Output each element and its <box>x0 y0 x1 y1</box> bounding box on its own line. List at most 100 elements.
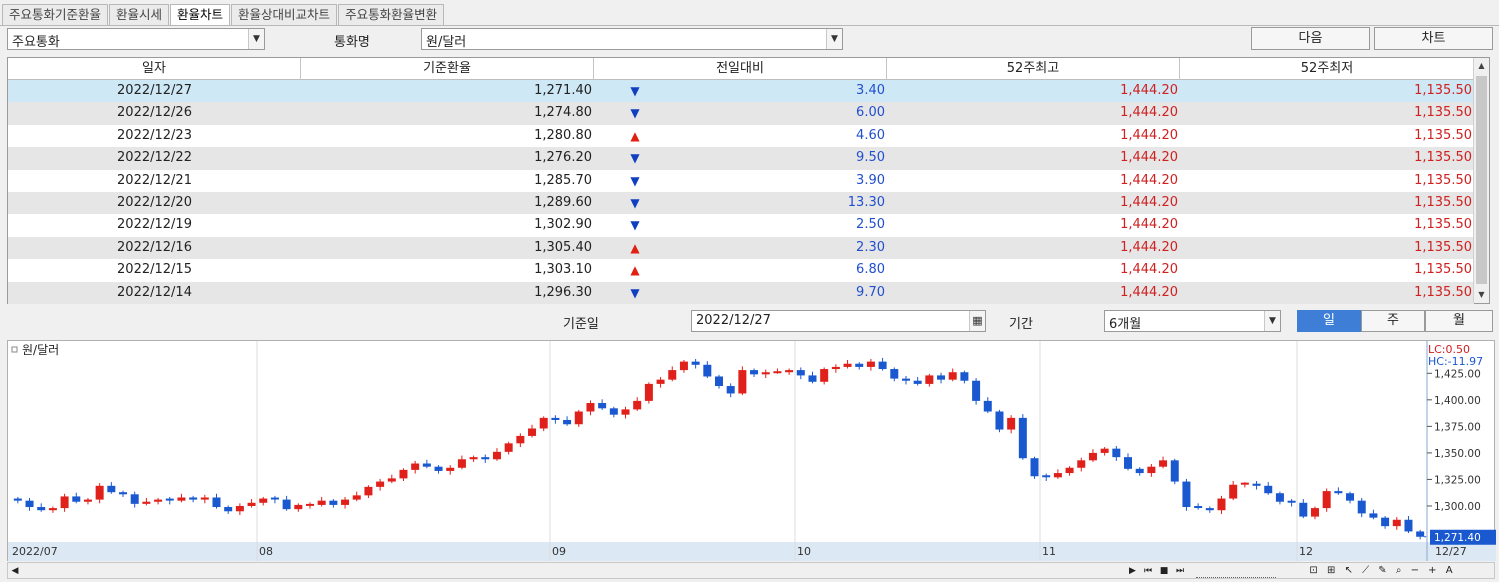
table-row[interactable]: 2022/12/27 1,271.40 3.40 ▼ 1,444.20 1,135.50 <box>8 80 1474 103</box>
chart-horizontal-scrollbar[interactable]: ◀ ▶ ⏮ ■ ⏭ ⊡ ⊞ ↖ ⟋ ✎ ⌕ − + A <box>7 562 1495 579</box>
candle-body[interactable] <box>83 499 92 502</box>
candle-body[interactable] <box>528 428 537 436</box>
candle-body[interactable] <box>761 372 770 375</box>
header-52w-high[interactable]: 52주최고 <box>887 58 1180 80</box>
candle-body[interactable] <box>656 379 665 384</box>
candle-body[interactable] <box>305 503 314 506</box>
period-daily-button[interactable]: 일 <box>1297 310 1361 332</box>
candle-body[interactable] <box>399 469 408 479</box>
candle-body[interactable] <box>516 435 525 444</box>
candle-body[interactable] <box>504 443 513 452</box>
candle-body[interactable] <box>1346 493 1355 501</box>
candle-body[interactable] <box>1018 417 1027 459</box>
scroll-up-icon[interactable]: ▲ <box>1478 61 1485 70</box>
candle-body[interactable] <box>329 500 338 505</box>
scroll-left-icon[interactable]: ◀ <box>11 566 19 576</box>
candle-body[interactable] <box>633 400 642 410</box>
candle-body[interactable] <box>948 372 957 380</box>
candle-body[interactable] <box>773 371 782 374</box>
candle-body[interactable] <box>177 497 186 501</box>
candle-body[interactable] <box>913 380 922 384</box>
candle-body[interactable] <box>13 498 22 501</box>
candle-body[interactable] <box>60 496 69 509</box>
candle-body[interactable] <box>586 403 595 412</box>
candle-body[interactable] <box>294 504 303 510</box>
candle-body[interactable] <box>831 366 840 370</box>
candle-body[interactable] <box>259 498 268 503</box>
candle-body[interactable] <box>1100 448 1109 453</box>
candle-body[interactable] <box>1334 491 1343 494</box>
candle-body[interactable] <box>843 363 852 367</box>
vertical-scrollbar[interactable]: ▲ ▼ <box>1473 58 1489 303</box>
candle-body[interactable] <box>469 457 478 460</box>
candle-body[interactable] <box>1147 466 1156 474</box>
candle-body[interactable] <box>726 386 735 394</box>
candle-body[interactable] <box>25 500 34 508</box>
candle-body[interactable] <box>691 361 700 365</box>
candle-body[interactable] <box>1229 484 1238 499</box>
chevron-down-icon[interactable]: ▼ <box>248 29 264 49</box>
scroll-down-icon[interactable]: ▼ <box>1478 290 1485 299</box>
candle-body[interactable] <box>937 375 946 380</box>
tab-rate-chart[interactable]: 환율차트 <box>170 4 231 26</box>
table-row[interactable]: 2022/12/20 1,289.60 13.30 ▼ 1,444.20 1,135.50 <box>8 192 1474 215</box>
candlestick-chart[interactable]: 2022/07 08 09 10 11 12 12/27 1,425.00 1,400.00 1,… <box>7 340 1496 562</box>
candle-body[interactable] <box>738 370 747 394</box>
candle-body[interactable] <box>808 375 817 382</box>
table-row[interactable]: 2022/12/26 1,274.80 6.00 ▼ 1,444.20 1,135.50 <box>8 102 1474 125</box>
candle-body[interactable] <box>855 363 864 367</box>
candle-body[interactable] <box>1252 483 1261 486</box>
candle-body[interactable] <box>37 507 46 511</box>
candle-body[interactable] <box>72 496 81 502</box>
candle-body[interactable] <box>1194 506 1203 509</box>
candle-body[interactable] <box>1264 485 1273 494</box>
candle-body[interactable] <box>387 478 396 482</box>
candle-body[interactable] <box>1159 460 1168 467</box>
candle-body[interactable] <box>878 361 887 370</box>
tab-major-base-rate[interactable]: 주요통화기준환율 <box>2 4 109 25</box>
period-weekly-button[interactable]: 주 <box>1361 310 1425 332</box>
table-row[interactable]: 2022/12/15 1,303.10 6.80 ▲ 1,444.20 1,135.50 <box>8 259 1474 282</box>
candle-body[interactable] <box>1077 460 1086 468</box>
candle-body[interactable] <box>282 499 291 510</box>
candle-body[interactable] <box>1322 491 1331 509</box>
candle-body[interactable] <box>679 361 688 371</box>
range-select[interactable]: 6개월 ▼ <box>1104 310 1281 332</box>
next-button[interactable]: 다음 <box>1251 27 1370 50</box>
currency-select[interactable]: 원/달러 ▼ <box>421 28 843 50</box>
candle-body[interactable] <box>95 485 104 500</box>
candle-body[interactable] <box>212 497 221 508</box>
tab-relative-compare-chart[interactable]: 환율상대비교차트 <box>231 4 338 25</box>
candle-body[interactable] <box>1182 481 1191 508</box>
candle-body[interactable] <box>165 498 174 501</box>
candle-body[interactable] <box>317 500 326 505</box>
candle-body[interactable] <box>481 457 490 460</box>
header-date[interactable]: 일자 <box>8 58 301 80</box>
candle-body[interactable] <box>1135 468 1144 474</box>
candle-body[interactable] <box>341 499 350 505</box>
calendar-icon[interactable]: ▦ <box>969 311 985 331</box>
candle-body[interactable] <box>446 467 455 471</box>
candle-body[interactable] <box>983 400 992 412</box>
candle-body[interactable] <box>785 370 794 373</box>
header-52w-low[interactable]: 52주최저 <box>1300 61 1354 76</box>
candle-body[interactable] <box>376 481 385 487</box>
candle-body[interactable] <box>224 507 233 512</box>
candle-body[interactable] <box>539 417 548 429</box>
candle-body[interactable] <box>563 419 572 425</box>
currency-group-select[interactable]: 주요통화 ▼ <box>7 28 265 50</box>
candle-body[interactable] <box>796 370 805 376</box>
header-base-rate[interactable]: 기준환율 <box>301 58 594 80</box>
candle-body[interactable] <box>107 485 116 493</box>
candle-body[interactable] <box>621 409 630 415</box>
candle-body[interactable] <box>1381 517 1390 527</box>
chart-button[interactable]: 차트 <box>1374 27 1493 50</box>
candle-body[interactable] <box>1065 467 1074 474</box>
candle-body[interactable] <box>492 451 501 460</box>
scroll-thumb[interactable] <box>1476 76 1487 284</box>
candle-body[interactable] <box>422 463 431 467</box>
chart-canvas[interactable]: 2022/07 08 09 10 11 12 12/27 1,425.00 1,400.00 1,… <box>8 341 1496 562</box>
candle-body[interactable] <box>1205 508 1214 511</box>
candle-body[interactable] <box>644 383 653 401</box>
candle-body[interactable] <box>1392 519 1401 527</box>
